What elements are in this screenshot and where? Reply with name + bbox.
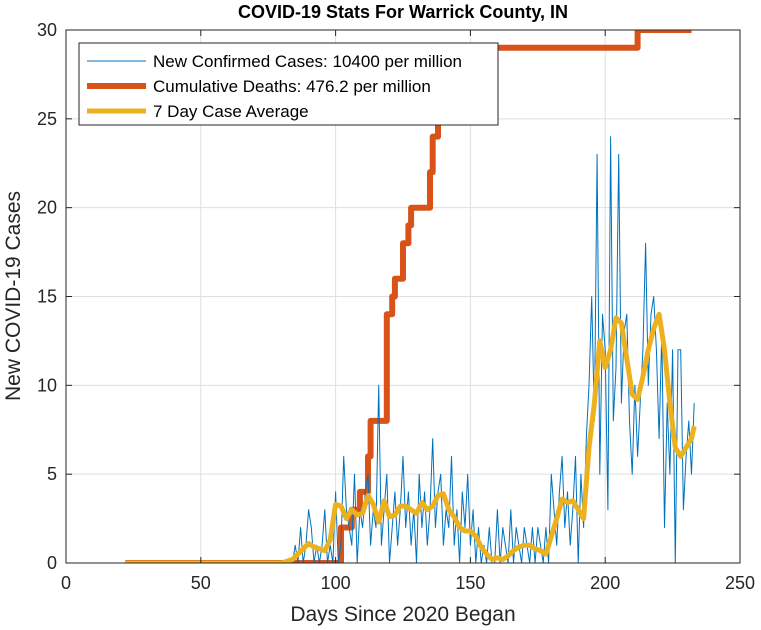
series-line-1 xyxy=(125,136,695,563)
tick-labels: 0 50 100 150 200 250 0 5 10 15 20 25 30 xyxy=(37,20,755,593)
legend: New Confirmed Cases: 10400 per million Cu… xyxy=(78,42,499,126)
x-tick-label: 150 xyxy=(455,573,485,593)
x-axis-title: Days Since 2020 Began xyxy=(290,603,515,626)
y-tick-label: 30 xyxy=(37,20,57,40)
legend-label-3: 7 Day Case Average xyxy=(153,102,309,121)
grid-lines xyxy=(66,30,740,563)
x-tick-label: 100 xyxy=(321,573,351,593)
x-tick-label: 250 xyxy=(725,573,755,593)
y-tick-label: 15 xyxy=(37,287,57,307)
y-axis-title: New COVID-19 Cases xyxy=(2,191,25,401)
legend-label-2: Cumulative Deaths: 476.2 per million xyxy=(153,77,431,96)
y-tick-label: 25 xyxy=(37,109,57,129)
x-tick-label: 50 xyxy=(191,573,211,593)
x-tick-label: 0 xyxy=(61,573,71,593)
legend-label-1: New Confirmed Cases: 10400 per million xyxy=(153,52,462,71)
legend-box xyxy=(78,42,499,126)
series-line-3 xyxy=(125,311,697,563)
y-tick-label: 20 xyxy=(37,198,57,218)
chart-title: COVID-19 Stats For Warrick County, IN xyxy=(238,2,568,22)
x-tick-label: 200 xyxy=(590,573,620,593)
y-tick-label: 0 xyxy=(47,553,57,573)
y-tick-label: 10 xyxy=(37,375,57,395)
y-tick-label: 5 xyxy=(47,464,57,484)
